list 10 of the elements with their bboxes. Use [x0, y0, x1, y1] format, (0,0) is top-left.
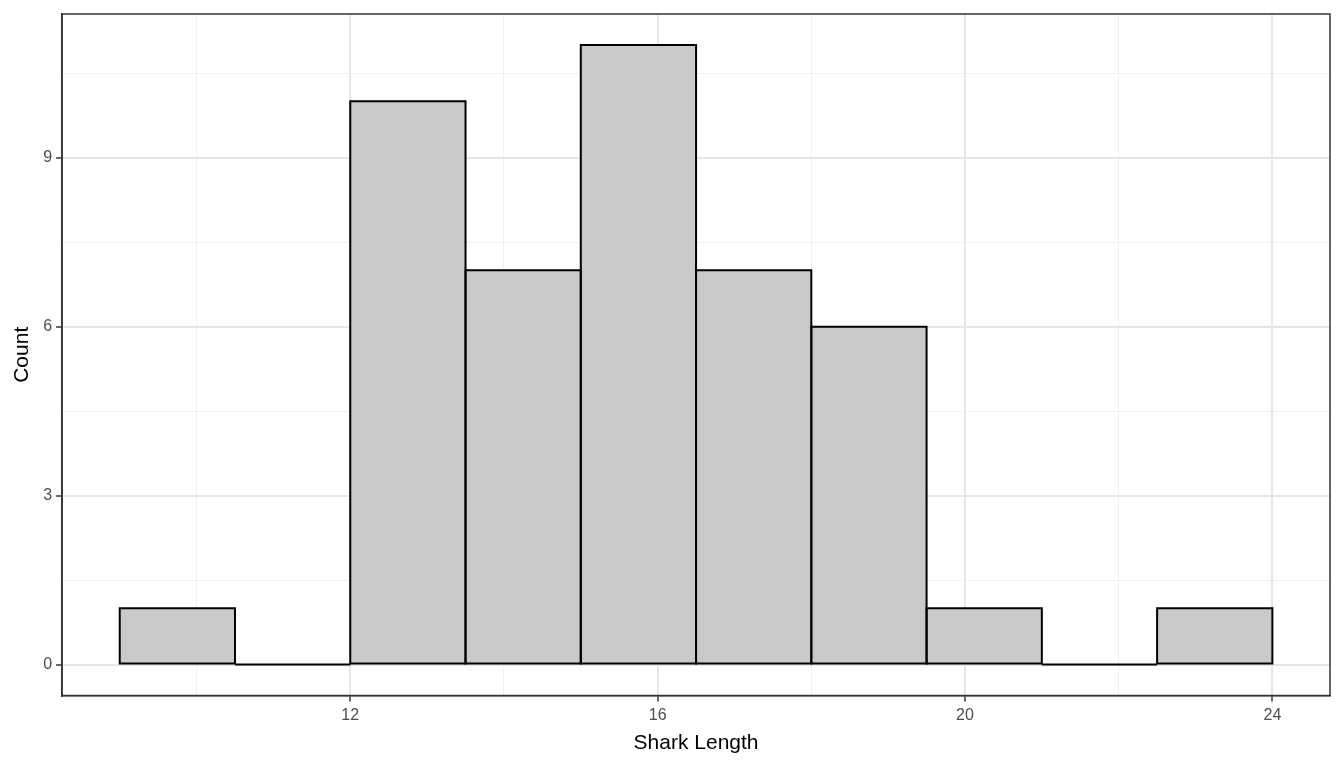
y-tick-label: 0 [43, 655, 53, 673]
y-axis-title: Count [9, 326, 33, 383]
x-tick-label: 24 [1263, 705, 1282, 723]
x-tick-label: 20 [956, 705, 974, 723]
x-tick-label: 12 [341, 705, 360, 723]
x-tick-label: 16 [648, 705, 667, 723]
x-axis-title: Shark Length [633, 730, 759, 754]
y-tick-label: 6 [43, 317, 53, 335]
y-tick-label: 3 [43, 486, 53, 504]
y-tick-label: 9 [43, 148, 53, 166]
